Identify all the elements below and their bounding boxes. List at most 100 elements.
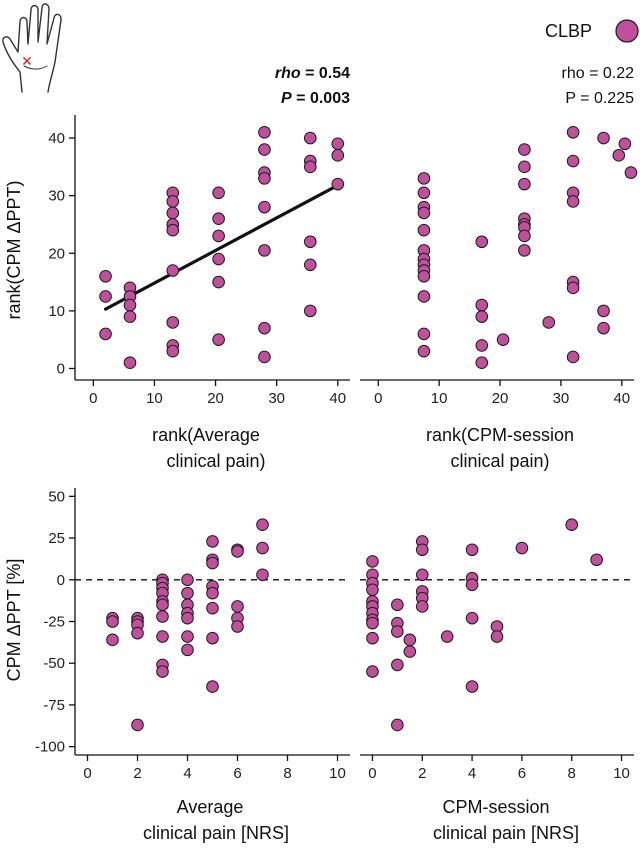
data-point — [166, 344, 180, 358]
data-point — [131, 718, 144, 732]
data-point — [417, 172, 431, 185]
data-point — [212, 212, 225, 225]
data-point — [131, 626, 144, 640]
y-tick-label: -100 — [35, 739, 65, 756]
data-point — [331, 149, 345, 162]
data-point — [566, 125, 580, 139]
data-point — [415, 543, 429, 557]
data-point — [417, 206, 431, 220]
data-point — [566, 154, 580, 168]
data-point — [181, 611, 194, 625]
data-point — [166, 195, 180, 208]
data-point — [303, 131, 317, 145]
y-tick-label: 0 — [57, 360, 65, 377]
stats-p-a: P = 0.003 — [281, 90, 350, 107]
data-point — [415, 600, 429, 613]
data-point — [518, 143, 531, 156]
y-tick-label: 10 — [48, 303, 65, 320]
x-tick-label: 0 — [374, 390, 382, 407]
y-tick-label: 0 — [57, 572, 65, 589]
x-tick-label: 30 — [553, 390, 570, 407]
data-point — [166, 223, 180, 237]
data-point — [590, 553, 603, 567]
x-tick-label: 40 — [329, 390, 346, 407]
x-axis-label-b-line2: clinical pain) — [450, 451, 549, 471]
data-point — [391, 718, 404, 732]
x-tick-label: 6 — [518, 765, 526, 782]
x-axis-label-b-line1: rank(CPM-session — [426, 425, 574, 445]
data-point — [206, 601, 219, 615]
data-point — [417, 270, 431, 283]
data-point — [597, 321, 610, 335]
data-point — [258, 172, 271, 185]
data-point — [417, 290, 431, 303]
data-point — [366, 555, 379, 568]
data-point — [231, 620, 244, 633]
data-point — [366, 583, 379, 597]
pain-location-marker-icon: ✕ — [21, 54, 33, 70]
panel-d: 0 2 4 6 8 10 — [360, 518, 634, 782]
data-point — [475, 356, 489, 370]
data-point — [403, 633, 417, 647]
data-point — [303, 258, 317, 272]
data-point — [475, 298, 489, 312]
data-point — [181, 630, 194, 643]
data-point — [496, 333, 510, 346]
data-point — [156, 598, 169, 612]
y-tick-label: 25 — [48, 530, 65, 547]
x-tick-label: 6 — [233, 765, 241, 782]
x-axis-label-c-line1: Average — [177, 797, 244, 817]
data-point — [256, 568, 269, 582]
data-point — [156, 610, 169, 623]
data-point — [256, 518, 269, 532]
data-point — [417, 327, 431, 341]
data-point — [206, 680, 219, 693]
data-point — [258, 244, 271, 257]
data-point — [331, 177, 345, 191]
data-point — [542, 316, 556, 329]
data-point — [465, 680, 479, 693]
x-tick-label: 2 — [418, 765, 426, 782]
data-point — [475, 339, 489, 352]
x-tick-label: 10 — [613, 765, 630, 782]
y-tick-label: 20 — [48, 245, 65, 262]
y-tick-label: 50 — [48, 488, 65, 505]
y-tick-label: -25 — [43, 614, 65, 631]
data-point — [99, 327, 112, 341]
data-point — [166, 264, 180, 277]
panel-a: 0 10 20 30 40 0 10 20 30 40 — [48, 115, 350, 407]
y-tick-label: -75 — [43, 697, 65, 714]
x-tick-label: 40 — [613, 390, 630, 407]
data-point — [612, 149, 626, 162]
data-point — [415, 568, 429, 582]
data-point — [258, 143, 271, 156]
data-point — [303, 304, 317, 318]
y-axis-label-cpm: CPM ΔPPT [%] — [4, 559, 24, 682]
legend-marker — [615, 19, 639, 43]
data-point — [624, 166, 638, 179]
data-point — [206, 556, 219, 570]
x-tick-label: 20 — [492, 390, 509, 407]
data-point — [366, 665, 379, 678]
data-point — [231, 600, 244, 613]
y-tick-label: -50 — [43, 655, 65, 672]
x-tick-label: 4 — [183, 765, 191, 782]
data-point — [256, 541, 269, 555]
data-point — [206, 586, 219, 600]
data-point — [440, 630, 454, 643]
stats-rho-a: rho = 0.54 — [275, 65, 350, 82]
data-point — [597, 304, 610, 318]
x-axis-label-a-line1: rank(Average — [152, 425, 260, 445]
data-point — [391, 658, 404, 672]
data-point — [391, 625, 404, 638]
data-point — [366, 631, 379, 645]
data-point — [212, 186, 225, 200]
data-point — [465, 611, 479, 625]
data-point — [566, 281, 580, 295]
y-tick-label: 30 — [48, 188, 65, 205]
x-tick-label: 8 — [568, 765, 576, 782]
data-point — [417, 186, 431, 200]
x-tick-label: 0 — [83, 765, 91, 782]
data-point — [366, 616, 379, 630]
